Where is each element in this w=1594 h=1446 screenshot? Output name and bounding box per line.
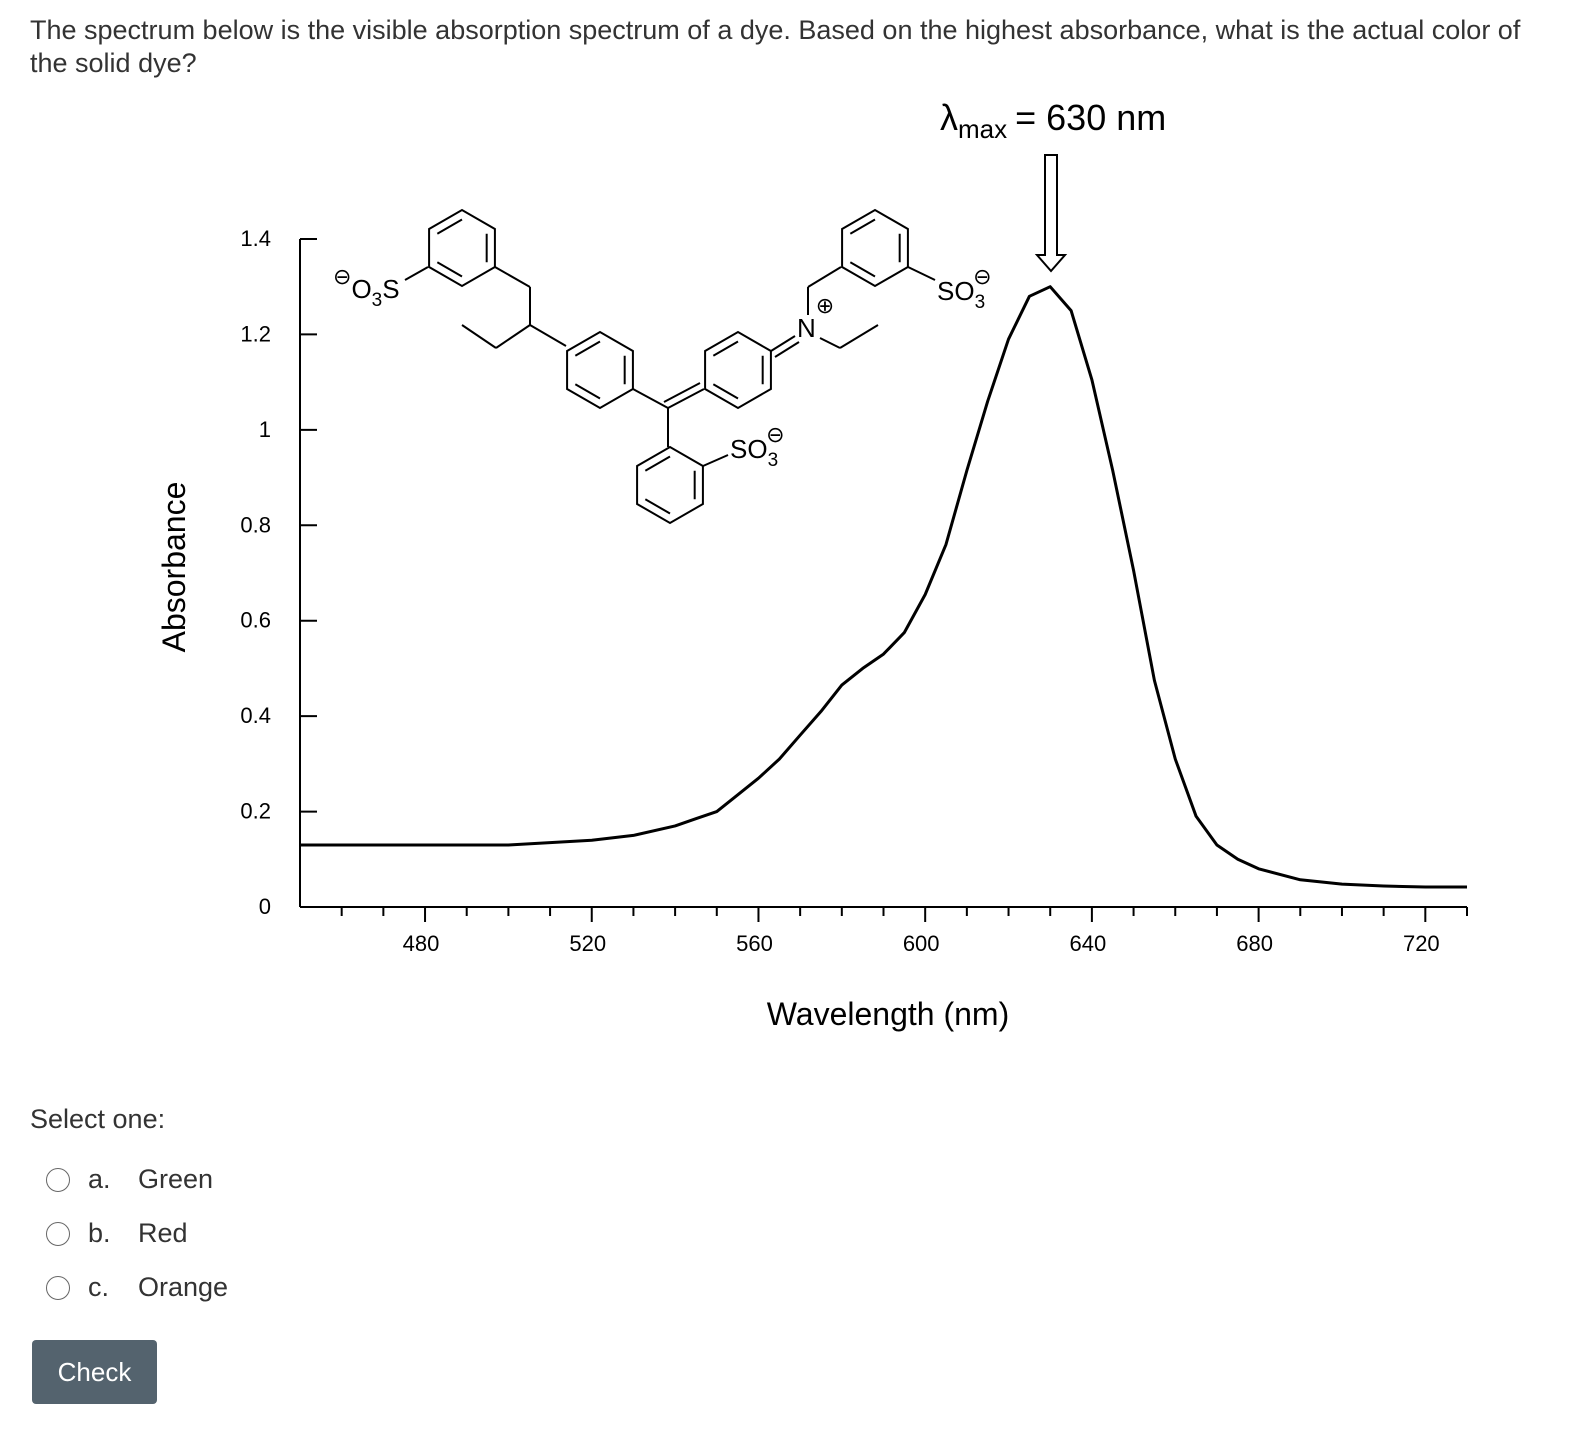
text-part: 3 (372, 290, 383, 311)
chem-group: SO3 ⊖ (937, 264, 992, 313)
ring-bond (712, 340, 739, 357)
y-tick-label: 0.8 (240, 512, 271, 537)
ring (636, 445, 704, 525)
y-tick-label: 0.4 (240, 703, 271, 728)
lambda-max-label: λmax = 630 nm (940, 97, 1166, 144)
text-part: S (382, 274, 399, 304)
ring-bond (436, 261, 463, 278)
ring-bond (849, 218, 876, 235)
bond (667, 388, 705, 409)
text-part: 3 (975, 292, 986, 313)
chem-group: N⊕ (797, 293, 834, 343)
prompt: Select one: (30, 1104, 166, 1134)
ring (428, 208, 496, 288)
question: The spectrum below is the visible absorp… (30, 15, 1521, 78)
text-part: = 630 nm (1015, 97, 1166, 138)
text-part: ⊖ (766, 422, 784, 447)
option-text: Green (138, 1164, 214, 1194)
bond (702, 454, 729, 467)
ring-bond (644, 455, 671, 472)
arrow (1034, 154, 1068, 273)
text-part: ⊕ (816, 293, 834, 318)
bond (529, 324, 567, 347)
radio[interactable] (46, 1167, 70, 1192)
y-tick-label: 1.2 (240, 321, 271, 346)
bond (770, 335, 796, 352)
x-tick-label: 600 (903, 931, 940, 956)
bond (494, 266, 531, 288)
x-tick-label: 720 (1403, 931, 1440, 956)
bond (907, 266, 936, 281)
radio[interactable] (46, 1275, 70, 1300)
y-tick-label: 0.6 (240, 608, 271, 633)
ring-bond (644, 498, 671, 515)
bond (461, 324, 497, 349)
y-axis-label: Absorbance (156, 482, 192, 653)
x-tick-label: 480 (403, 931, 440, 956)
bond (839, 324, 879, 349)
bond (404, 266, 429, 281)
chem-group: SO3 ⊖ (730, 422, 785, 471)
y-tick-label: 0.2 (240, 799, 271, 824)
x-tick-label: 520 (569, 931, 606, 956)
ring (566, 330, 634, 410)
bond (632, 388, 669, 409)
x-tick-label: 640 (1070, 931, 1107, 956)
x-tick-label: 680 (1236, 931, 1273, 956)
ring-bond (849, 261, 876, 278)
bond (774, 341, 800, 358)
y-tick-label: 1.4 (240, 226, 271, 251)
text-part: ⊖ (333, 264, 351, 289)
check-button[interactable]: Check (32, 1340, 157, 1404)
bond (495, 324, 531, 349)
option-text: Orange (138, 1272, 229, 1302)
ring-bond (436, 218, 463, 235)
spectrum-line (300, 285, 1467, 889)
ring (841, 208, 909, 288)
ring-bond (712, 383, 739, 400)
text-part: ⊖ (973, 264, 991, 289)
option[interactable]: b. Red (46, 1218, 188, 1249)
option[interactable]: c. Orange (46, 1272, 228, 1303)
chem-group: ⊖O3S (333, 264, 400, 311)
text-part: SO (937, 276, 975, 306)
x-tick-label: 560 (736, 931, 773, 956)
radio[interactable] (46, 1221, 70, 1246)
option-letter: c. (88, 1272, 110, 1302)
option-letter: b. (88, 1218, 111, 1248)
x-axis-label: Wavelength (nm) (767, 996, 1009, 1032)
bond (819, 337, 841, 349)
bond (807, 266, 842, 288)
bond (663, 382, 701, 403)
text-part: 3 (768, 450, 779, 471)
text-part: O (351, 274, 371, 304)
text-part: max (958, 114, 1007, 144)
text-part: SO (730, 434, 768, 464)
option-letter: a. (88, 1164, 111, 1194)
y-tick-label: 1 (259, 417, 271, 442)
text-part: N (797, 313, 816, 343)
y-tick-label: 0 (259, 894, 271, 919)
chart: 0 0.2 0.4 0.6 0.8 1 1.2 1.4 480 520 560 600 640 680 72… (156, 97, 1468, 1032)
option-text: Red (138, 1218, 188, 1248)
ring (704, 330, 772, 410)
text-part: λ (940, 97, 958, 138)
ring-bond (574, 340, 601, 357)
option[interactable]: a. Green (46, 1164, 213, 1195)
ring-bond (574, 383, 601, 400)
